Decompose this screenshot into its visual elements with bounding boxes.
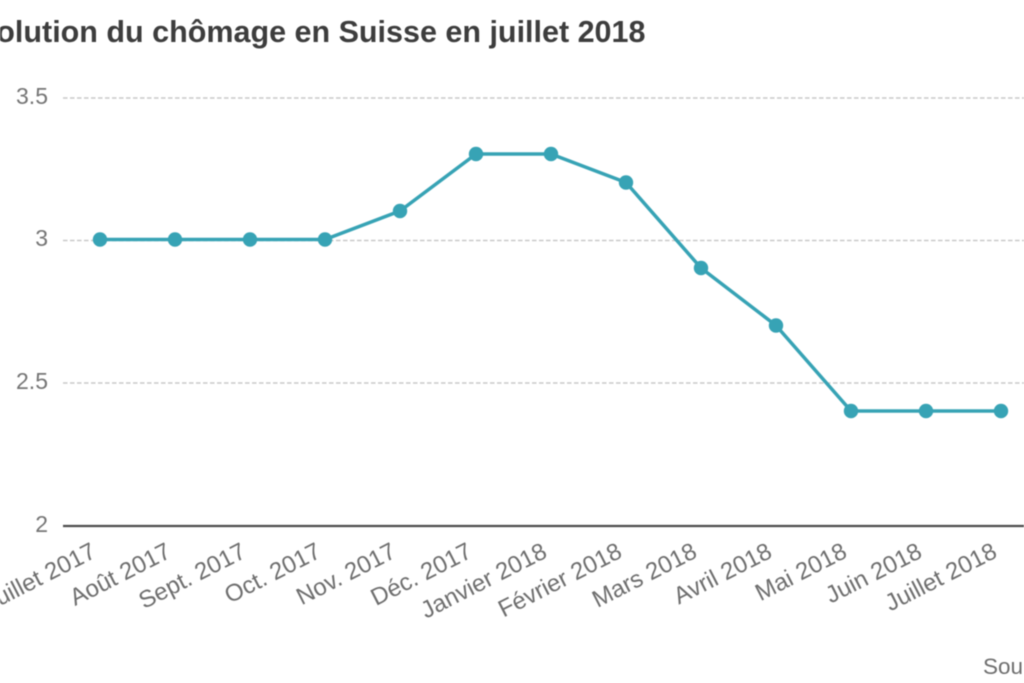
svg-text:Source: SECO: Source: SECO	[983, 654, 1024, 679]
svg-text:Évolution du chômage en Suisse: Évolution du chômage en Suisse en juille…	[0, 14, 645, 49]
svg-text:3.5: 3.5	[16, 83, 48, 109]
svg-text:3: 3	[35, 225, 48, 251]
svg-text:2.5: 2.5	[16, 368, 48, 394]
svg-text:2: 2	[35, 511, 48, 537]
